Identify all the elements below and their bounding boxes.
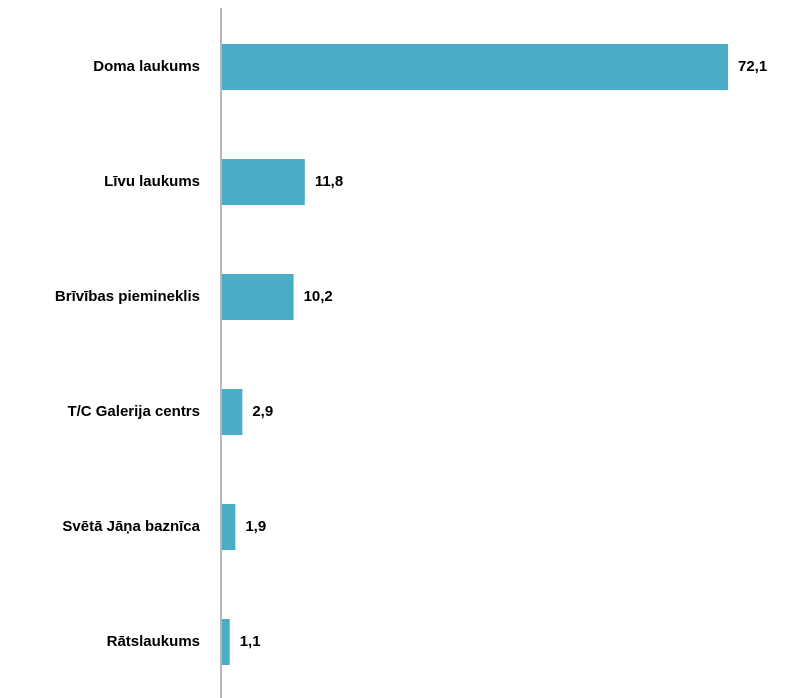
bar bbox=[222, 619, 230, 665]
category-label: Līvu laukums bbox=[104, 173, 200, 190]
category-label: Doma laukums bbox=[93, 58, 200, 75]
category-label: Svētā Jāņa baznīca bbox=[62, 518, 200, 535]
bar bbox=[222, 159, 305, 205]
value-label: 1,9 bbox=[245, 518, 266, 535]
bar bbox=[222, 389, 243, 435]
bar bbox=[222, 504, 236, 550]
value-label: 10,2 bbox=[304, 288, 333, 305]
category-label: Brīvības piemineklis bbox=[55, 288, 200, 305]
bar bbox=[222, 44, 728, 90]
bar bbox=[222, 274, 294, 320]
value-label: 1,1 bbox=[240, 633, 261, 650]
value-label: 11,8 bbox=[315, 173, 343, 190]
category-label: T/C Galerija centrs bbox=[67, 403, 200, 420]
value-label: 2,9 bbox=[252, 403, 273, 420]
value-label: 72,1 bbox=[738, 58, 767, 75]
category-label: Rātslaukums bbox=[107, 633, 200, 650]
